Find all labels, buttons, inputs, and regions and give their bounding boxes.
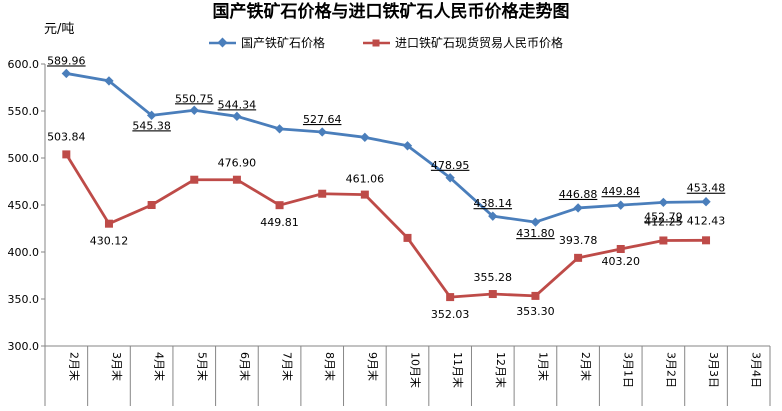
data-point bbox=[62, 150, 71, 159]
series-line bbox=[65, 153, 707, 299]
data-point bbox=[232, 111, 242, 121]
data-label: 527.64 bbox=[303, 113, 342, 126]
y-tick-label: 450.0 bbox=[8, 199, 40, 212]
data-label: 503.84 bbox=[47, 130, 86, 143]
legend-label-import: 进口铁矿石现货贸易人民币价格 bbox=[395, 35, 563, 50]
legend-label-domestic: 国产铁矿石价格 bbox=[241, 35, 325, 50]
x-tick-label: 3月末 bbox=[110, 352, 124, 381]
data-label: 589.96 bbox=[47, 54, 86, 67]
data-point bbox=[146, 110, 157, 121]
data-point bbox=[232, 175, 241, 184]
x-tick-label: 2月末 bbox=[67, 352, 81, 381]
data-point bbox=[659, 236, 668, 245]
data-point bbox=[573, 203, 583, 213]
data-point bbox=[531, 291, 540, 300]
x-tick-label: 6月末 bbox=[238, 352, 252, 381]
data-point bbox=[360, 190, 369, 199]
x-tick-label: 11月末 bbox=[451, 352, 465, 388]
x-tick-label: 3月3日 bbox=[707, 352, 720, 388]
data-label: 449.81 bbox=[260, 216, 299, 229]
data-point bbox=[530, 217, 541, 227]
data-label: 438.14 bbox=[474, 197, 513, 210]
data-label: 393.78 bbox=[559, 234, 598, 247]
data-label: 403.20 bbox=[601, 255, 640, 268]
data-label: 449.84 bbox=[601, 185, 640, 198]
data-point bbox=[274, 124, 285, 134]
data-point bbox=[275, 201, 284, 210]
x-tick-label: 3月4日 bbox=[750, 352, 763, 388]
x-tick-label: 3月1日 bbox=[622, 352, 635, 388]
x-tick-label: 4月末 bbox=[153, 352, 167, 381]
data-label: 476.90 bbox=[218, 157, 257, 170]
data-point bbox=[702, 236, 711, 245]
data-point bbox=[574, 253, 583, 262]
y-tick-label: 400.0 bbox=[8, 246, 40, 259]
data-label: 352.03 bbox=[431, 308, 470, 321]
y-tick-label: 300.0 bbox=[8, 340, 40, 353]
data-label: 461.06 bbox=[346, 173, 385, 186]
legend-marker-import bbox=[372, 39, 380, 47]
data-label: 453.48 bbox=[687, 182, 726, 195]
x-tick-label: 7月末 bbox=[281, 352, 295, 381]
data-point bbox=[317, 127, 327, 137]
data-point bbox=[446, 293, 455, 302]
data-point bbox=[658, 197, 669, 208]
y-axis-unit: 元/吨 bbox=[44, 22, 74, 37]
data-point bbox=[616, 244, 625, 253]
data-label: 478.95 bbox=[431, 159, 470, 172]
x-tick-label: 3月2日 bbox=[664, 352, 677, 388]
x-tick-label: 2月末 bbox=[579, 352, 593, 381]
data-label: 430.12 bbox=[90, 235, 129, 248]
data-point bbox=[488, 290, 497, 299]
series-1 bbox=[62, 150, 711, 302]
data-point bbox=[488, 211, 498, 221]
plot-area: 589.96 545.38 550.75 544.34 527.64 478.95 438.… bbox=[47, 54, 725, 321]
data-point bbox=[403, 233, 412, 242]
data-point bbox=[360, 132, 370, 142]
x-tick-label: 8月末 bbox=[323, 352, 337, 381]
x-tick-label: 10月末 bbox=[409, 352, 423, 388]
data-point bbox=[318, 189, 327, 198]
data-point bbox=[402, 141, 413, 151]
y-tick-label: 350.0 bbox=[8, 293, 40, 306]
x-tick-label: 5月末 bbox=[195, 352, 209, 381]
data-point bbox=[701, 197, 711, 207]
y-tick-label: 550.0 bbox=[8, 105, 40, 118]
data-point bbox=[189, 105, 199, 115]
data-point bbox=[445, 173, 455, 183]
data-point bbox=[616, 200, 626, 210]
data-label: 412.43 bbox=[687, 214, 726, 227]
data-point bbox=[61, 68, 71, 79]
data-point bbox=[190, 175, 199, 184]
legend-marker-domestic bbox=[217, 37, 228, 48]
chart-title: 国产铁矿石价格与进口铁矿石人民币价格走势图 bbox=[213, 1, 570, 22]
data-label: 353.30 bbox=[516, 305, 555, 318]
x-tick-label: 12月末 bbox=[494, 352, 508, 388]
y-tick-label: 600.0 bbox=[8, 58, 40, 71]
data-label: 544.34 bbox=[218, 98, 257, 111]
axes: 300.0 350.0 400.0 450.0 500.0 550.0 600.0 2月末 3月… bbox=[8, 58, 771, 406]
data-point bbox=[104, 76, 114, 86]
data-label: 545.38 bbox=[132, 119, 171, 132]
legend: 国产铁矿石价格 进口铁矿石现货贸易人民币价格 bbox=[209, 35, 563, 50]
y-tick-label: 500.0 bbox=[8, 152, 40, 165]
data-label: 355.28 bbox=[474, 271, 513, 284]
data-point bbox=[147, 201, 156, 209]
data-label: 431.80 bbox=[516, 227, 555, 240]
data-point bbox=[104, 219, 113, 228]
data-label: 412.25 bbox=[644, 215, 683, 228]
data-label: 446.88 bbox=[559, 188, 598, 201]
x-tick-label: 9月末 bbox=[366, 352, 380, 381]
data-label: 550.75 bbox=[175, 92, 214, 105]
x-tick-label: 1月末 bbox=[536, 352, 550, 381]
data-label: 452.79 bbox=[644, 210, 683, 223]
series-line bbox=[66, 72, 707, 224]
series-0 bbox=[61, 68, 711, 227]
